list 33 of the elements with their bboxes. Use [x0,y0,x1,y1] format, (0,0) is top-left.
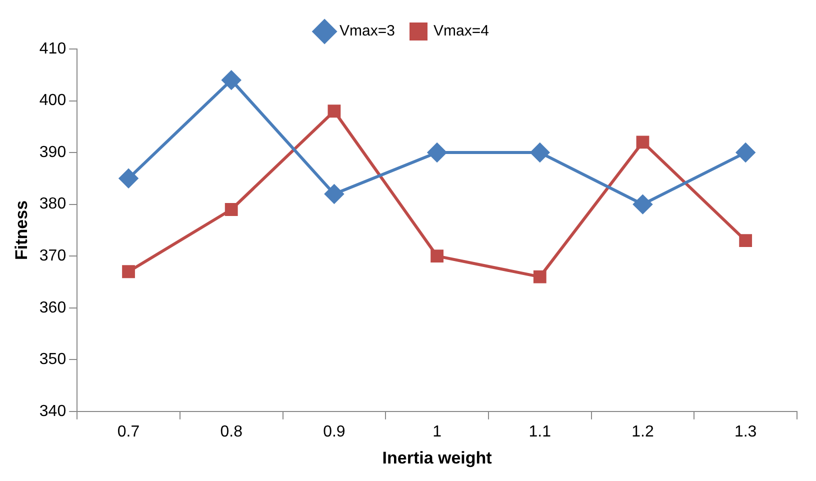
point [122,265,135,278]
point [428,143,447,162]
x-tick-label: 1.2 [632,423,654,440]
x-tick-label: 0.7 [117,423,140,440]
point [636,136,650,149]
y-tick-label: 380 [39,196,66,213]
x-tick-label: 1 [432,423,442,440]
legend-label: Vmax=3 [340,22,396,40]
point [324,184,344,204]
point [739,234,752,248]
point [633,194,652,214]
point [430,250,444,263]
legend-label: Vmax=4 [434,22,489,40]
x-tick-label: 1.1 [528,423,552,440]
y-tick-label: 350 [39,351,66,368]
point [222,70,241,90]
point [224,203,238,216]
x-tick-label: 1.3 [734,423,757,440]
point [328,104,341,118]
point [533,270,546,284]
y-axis-title: Fitness [12,200,31,260]
point [530,143,550,162]
y-tick-label: 360 [39,299,66,316]
y-tick-label: 340 [39,402,66,420]
point [736,143,756,162]
y-tick-label: 370 [39,247,66,264]
y-tick-label: 410 [39,40,66,58]
y-tick-label: 390 [39,144,66,161]
x-axis-title: Inertia weight [382,448,492,468]
y-tick-label: 400 [39,92,66,110]
x-tick-label: 0.8 [220,423,243,440]
point [119,168,138,188]
x-tick-label: 0.9 [323,423,346,440]
